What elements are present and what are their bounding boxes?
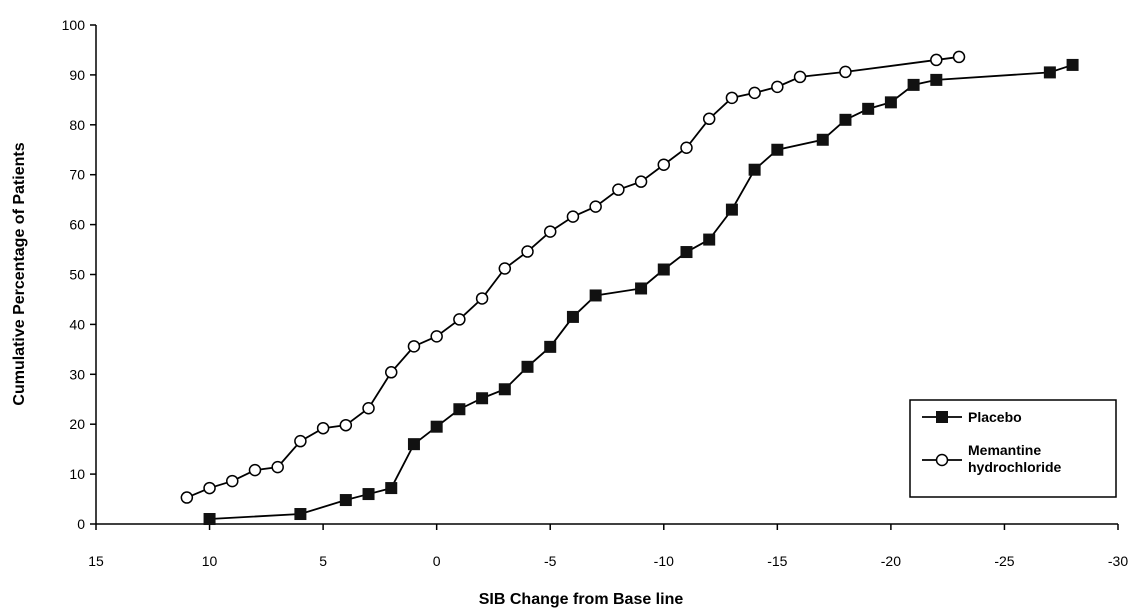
placebo-point	[566, 310, 579, 323]
placebo-point	[748, 163, 761, 176]
memantine-hydrochloride-point	[952, 50, 966, 64]
placebo-point	[407, 438, 420, 451]
placebo-point	[476, 392, 489, 405]
memantine-hydrochloride-point	[930, 53, 943, 67]
y-tick-label: 90	[69, 67, 85, 83]
placebo-point	[725, 203, 738, 216]
memantine-hydrochloride-point	[589, 200, 602, 213]
placebo-point	[385, 482, 398, 495]
memantine-hydrochloride-point	[384, 366, 398, 379]
placebo-point	[771, 143, 784, 156]
placebo-point	[907, 78, 920, 91]
memantine-hydrochloride-point	[453, 313, 466, 326]
x-tick-label: -15	[767, 553, 787, 569]
legend-placebo-marker	[936, 411, 948, 423]
memantine-hydrochloride-point	[248, 463, 262, 477]
memantine-hydrochloride-point	[748, 86, 761, 100]
memantine-hydrochloride-point	[725, 91, 739, 105]
placebo-point	[521, 360, 534, 373]
legend: Placebo Memantine hydrochloride	[909, 399, 1117, 498]
x-tick-label: -10	[654, 553, 674, 569]
memantine-hydrochloride-point	[771, 80, 784, 94]
x-tick-label: 0	[433, 553, 441, 569]
memantine-hydrochloride-point	[362, 401, 375, 415]
placebo-point	[498, 383, 511, 396]
memantine-hydrochloride-point	[634, 175, 648, 188]
x-tick-label: 5	[319, 553, 327, 569]
memantine-hydrochloride-point	[339, 418, 353, 432]
y-tick-label: 100	[62, 17, 86, 33]
placebo-point	[544, 340, 557, 353]
memantine-hydrochloride-point	[316, 421, 330, 435]
y-tick-label: 40	[69, 316, 85, 332]
y-tick-label: 20	[69, 416, 85, 432]
memantine-hydrochloride-point	[180, 491, 194, 504]
placebo-point	[203, 513, 216, 526]
x-tick-label: 10	[202, 553, 218, 569]
placebo-point	[589, 289, 602, 302]
memantine-hydrochloride-point	[407, 340, 421, 353]
placebo-point	[680, 246, 693, 259]
x-tick-label: -30	[1108, 553, 1128, 569]
memantine-hydrochloride-point	[793, 70, 807, 84]
placebo-point	[703, 233, 716, 246]
legend-placebo-label: Placebo	[968, 409, 1022, 425]
legend-memantine-label-line2: hydrochloride	[968, 459, 1062, 475]
placebo-point	[635, 282, 648, 295]
memantine-hydrochloride-point	[430, 330, 443, 343]
placebo-point	[839, 113, 852, 126]
x-tick-label: -25	[994, 553, 1014, 569]
placebo-point	[816, 133, 829, 146]
placebo-point	[294, 508, 307, 521]
y-axis-title: Cumulative Percentage of Patients	[11, 142, 28, 405]
y-tick-label: 60	[69, 217, 85, 233]
series-layer	[180, 50, 1079, 526]
x-tick-label: 15	[88, 553, 104, 569]
legend-memantine-label-line1: Memantine	[968, 442, 1041, 458]
placebo-point	[930, 73, 943, 86]
y-tick-label: 0	[77, 516, 85, 532]
placebo-point	[430, 420, 443, 433]
legend-memantine-marker	[935, 453, 949, 467]
placebo-point	[862, 102, 875, 115]
x-tick-label: -5	[544, 553, 557, 569]
x-tick-label: -20	[881, 553, 901, 569]
y-tick-label: 30	[69, 366, 85, 382]
placebo-point	[453, 403, 466, 416]
placebo-point	[339, 494, 352, 507]
y-tick-label: 80	[69, 117, 85, 133]
memantine-hydrochloride-point	[657, 158, 671, 171]
memantine-hydrochloride-point	[521, 245, 534, 258]
y-tick-label: 10	[69, 466, 85, 482]
memantine-hydrochloride-point	[612, 183, 625, 196]
memantine-hydrochloride-point	[294, 434, 307, 448]
memantine-hydrochloride-point	[543, 225, 557, 238]
placebo-point	[1066, 58, 1079, 71]
y-tick-label: 50	[69, 267, 85, 283]
placebo-point	[657, 263, 670, 276]
memantine-hydrochloride-point	[702, 112, 716, 126]
y-tick-label: 70	[69, 167, 85, 183]
x-axis-title: SIB Change from Base line	[479, 591, 684, 608]
placebo-point	[1043, 66, 1056, 79]
memantine-hydrochloride-point	[680, 141, 693, 155]
memantine-hydrochloride-point	[839, 65, 852, 79]
memantine-hydrochloride-point	[475, 292, 489, 305]
memantine-hydrochloride-point	[271, 460, 284, 474]
placebo-point	[362, 488, 375, 501]
memantine-hydrochloride-point	[566, 210, 580, 223]
memantine-hydrochloride-point	[498, 262, 512, 275]
memantine-hydrochloride-point	[203, 481, 216, 495]
placebo-point	[884, 96, 897, 109]
memantine-hydrochloride-point	[226, 474, 239, 488]
